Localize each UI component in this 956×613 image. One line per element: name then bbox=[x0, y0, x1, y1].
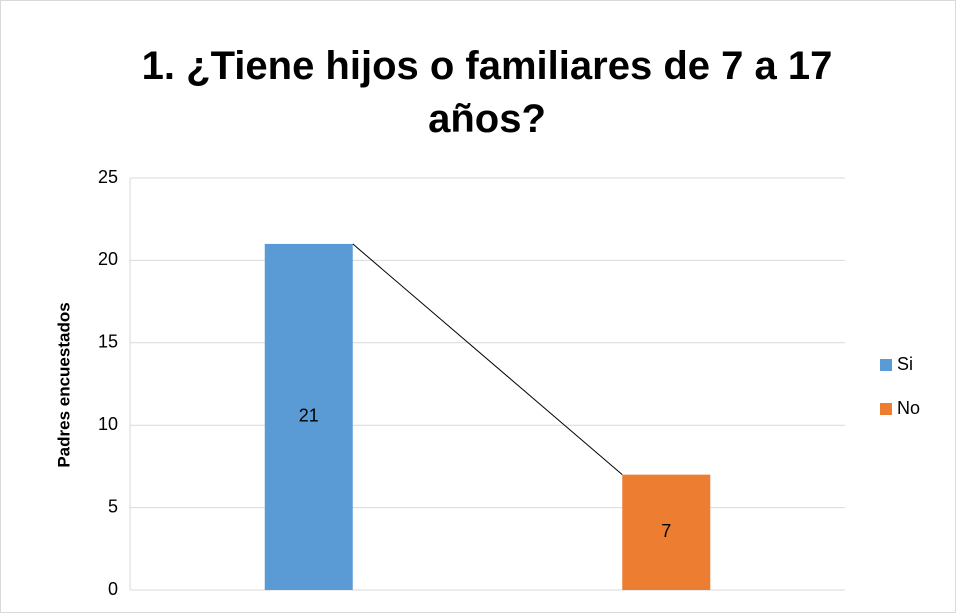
chart-title: 1. ¿Tiene hijos o familiares de 7 a 17 a… bbox=[141, 44, 833, 141]
legend-swatch bbox=[880, 359, 892, 371]
y-tick-label: 10 bbox=[98, 414, 118, 434]
data-label: 7 bbox=[661, 521, 671, 541]
y-tick-label: 25 bbox=[98, 167, 118, 187]
data-label: 21 bbox=[299, 406, 319, 426]
y-tick-label: 0 bbox=[108, 579, 118, 599]
series-line bbox=[352, 243, 623, 476]
y-tick-label: 20 bbox=[98, 249, 118, 269]
legend-label: No bbox=[897, 398, 920, 418]
y-tick-label: 15 bbox=[98, 332, 118, 352]
legend-label: Si bbox=[897, 354, 913, 374]
bar bbox=[622, 474, 711, 590]
bar bbox=[264, 243, 353, 591]
legend-swatch bbox=[880, 403, 892, 415]
y-axis-label: Padres encuestados bbox=[54, 302, 73, 467]
y-tick-label: 5 bbox=[108, 496, 118, 516]
